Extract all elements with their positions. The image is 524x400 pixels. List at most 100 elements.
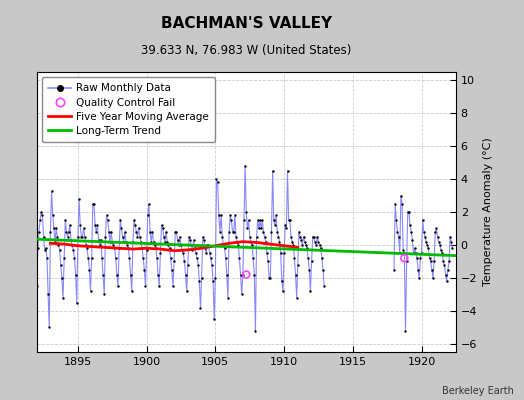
Point bbox=[107, 228, 115, 235]
Point bbox=[430, 258, 438, 265]
Point bbox=[111, 245, 119, 252]
Point bbox=[246, 234, 254, 240]
Point bbox=[265, 275, 274, 281]
Point bbox=[200, 237, 208, 243]
Point bbox=[420, 228, 428, 235]
Point bbox=[277, 250, 285, 256]
Point bbox=[448, 245, 456, 252]
Point bbox=[60, 255, 68, 261]
Point bbox=[234, 242, 243, 248]
Point bbox=[63, 234, 72, 240]
Point bbox=[196, 304, 205, 311]
Point bbox=[119, 238, 128, 245]
Point bbox=[133, 234, 141, 240]
Point bbox=[186, 237, 194, 243]
Point bbox=[227, 217, 236, 224]
Point bbox=[56, 247, 64, 253]
Point bbox=[126, 271, 135, 278]
Point bbox=[216, 228, 224, 235]
Point bbox=[305, 266, 313, 273]
Point bbox=[409, 250, 418, 256]
Text: BACHMAN'S VALLEY: BACHMAN'S VALLEY bbox=[161, 16, 332, 31]
Point bbox=[243, 225, 252, 232]
Point bbox=[224, 294, 232, 301]
Point bbox=[204, 242, 213, 248]
Point bbox=[255, 225, 263, 232]
Point bbox=[38, 212, 47, 218]
Point bbox=[315, 242, 324, 248]
Point bbox=[413, 255, 421, 261]
Point bbox=[271, 222, 279, 228]
Point bbox=[293, 262, 302, 268]
Point bbox=[417, 250, 425, 256]
Point bbox=[51, 238, 59, 245]
Point bbox=[249, 255, 257, 261]
Point bbox=[415, 275, 423, 281]
Point bbox=[208, 262, 216, 268]
Point bbox=[282, 225, 291, 232]
Point bbox=[205, 250, 214, 256]
Point bbox=[391, 200, 399, 207]
Point bbox=[316, 245, 325, 252]
Point bbox=[419, 217, 427, 224]
Point bbox=[225, 228, 233, 235]
Point bbox=[174, 242, 183, 248]
Point bbox=[166, 245, 174, 252]
Point bbox=[75, 196, 83, 202]
Point bbox=[54, 242, 63, 248]
Point bbox=[444, 266, 452, 273]
Point bbox=[267, 228, 276, 235]
Point bbox=[256, 217, 264, 224]
Point bbox=[127, 288, 136, 294]
Point bbox=[236, 271, 245, 278]
Point bbox=[164, 242, 172, 248]
Point bbox=[289, 242, 298, 248]
Point bbox=[105, 228, 113, 235]
Point bbox=[149, 238, 158, 245]
Point bbox=[84, 255, 92, 261]
Point bbox=[117, 225, 126, 232]
Point bbox=[179, 250, 188, 256]
Point bbox=[96, 237, 105, 243]
Point bbox=[242, 209, 250, 215]
Point bbox=[232, 234, 240, 240]
Point bbox=[151, 245, 160, 252]
Point bbox=[37, 209, 46, 215]
Point bbox=[443, 278, 451, 284]
Point bbox=[226, 212, 234, 218]
Point bbox=[113, 271, 121, 278]
Point bbox=[428, 266, 436, 273]
Point bbox=[32, 283, 41, 289]
Point bbox=[115, 245, 123, 252]
Point bbox=[433, 234, 442, 240]
Point bbox=[64, 228, 73, 235]
Point bbox=[172, 228, 181, 235]
Point bbox=[288, 238, 296, 245]
Point bbox=[400, 250, 409, 256]
Point bbox=[194, 262, 202, 268]
Point bbox=[191, 245, 199, 252]
Point bbox=[184, 262, 192, 268]
Point bbox=[220, 245, 228, 252]
Point bbox=[295, 228, 303, 235]
Point bbox=[447, 238, 455, 245]
Point bbox=[61, 217, 70, 224]
Point bbox=[394, 228, 402, 235]
Point bbox=[218, 234, 226, 240]
Point bbox=[312, 242, 320, 248]
Point bbox=[268, 168, 277, 174]
Point bbox=[158, 225, 167, 232]
Point bbox=[437, 247, 445, 253]
Point bbox=[264, 258, 272, 265]
Point bbox=[59, 294, 67, 301]
Point bbox=[148, 228, 157, 235]
Point bbox=[78, 234, 86, 240]
Point bbox=[311, 238, 319, 245]
Point bbox=[180, 258, 189, 265]
Point bbox=[314, 238, 323, 245]
Point bbox=[401, 327, 410, 334]
Point bbox=[93, 222, 102, 228]
Point bbox=[53, 234, 61, 240]
Point bbox=[287, 234, 295, 240]
Point bbox=[155, 283, 163, 289]
